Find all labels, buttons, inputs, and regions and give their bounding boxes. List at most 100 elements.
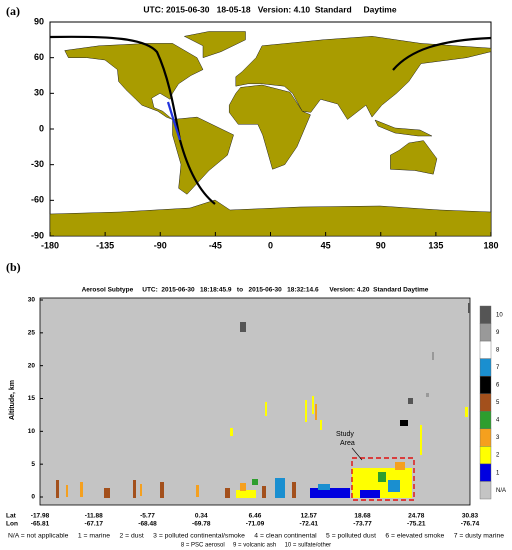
annotation-arrow — [351, 447, 363, 461]
colorbar-box — [479, 323, 492, 342]
x-tick-label: 45 — [321, 240, 331, 250]
lat-label: 6.46 — [249, 513, 262, 520]
aerosol-layer — [292, 482, 296, 498]
aerosol-layer — [262, 486, 266, 498]
orbit-track — [392, 36, 492, 71]
aerosol-layer — [315, 404, 317, 420]
aerosol-layer — [196, 485, 199, 497]
colorbar-label: 7 — [496, 365, 500, 371]
colorbar-box — [479, 393, 492, 412]
row-label: Lat — [6, 513, 17, 520]
aerosol-layer — [468, 303, 470, 313]
antarctica — [49, 199, 492, 237]
x-tick-label: 135 — [428, 240, 443, 250]
colorbar-box — [479, 340, 492, 359]
aerosol-layer — [378, 472, 386, 482]
colorbar-box — [479, 463, 492, 482]
greenland — [183, 31, 246, 59]
indonesia — [374, 119, 433, 137]
lon-label: -73.77 — [353, 521, 372, 528]
y-tick-label: 10 — [28, 428, 36, 435]
legend-line: N/A = not applicable 1 = marine 2 = dust… — [8, 534, 505, 540]
aerosol-layer — [305, 400, 307, 422]
x-tick-label: -135 — [96, 240, 114, 250]
aerosol-layer — [426, 393, 429, 397]
colorbar-label: 2 — [496, 453, 500, 459]
lon-label: -68.48 — [138, 521, 157, 528]
colorbar-box — [479, 358, 492, 377]
annotation: Area — [340, 440, 355, 447]
lon-label: -71.09 — [246, 521, 265, 528]
aerosol-layer — [265, 402, 267, 416]
panel-label: (a) — [6, 4, 20, 18]
lat-label: -5.77 — [140, 513, 155, 520]
aerosol-layer — [240, 483, 246, 491]
aerosol-layer — [104, 488, 110, 498]
colorbar-box — [479, 375, 492, 394]
lon-label: -76.74 — [461, 521, 480, 528]
lat-label: 24.78 — [408, 513, 425, 520]
lat-label: 12.57 — [301, 513, 318, 520]
colorbar-label: 5 — [496, 400, 500, 406]
aerosol-layer — [360, 490, 380, 498]
lon-label: -69.78 — [192, 521, 211, 528]
aerosol-layer — [408, 398, 413, 404]
colorbar-box — [479, 446, 492, 465]
eurasia — [235, 36, 492, 120]
colorbar-label: 10 — [496, 312, 503, 318]
y-tick-label: 20 — [28, 362, 36, 369]
lon-label: -67.17 — [85, 521, 104, 528]
aerosol-layer — [140, 484, 142, 496]
aerosol-layer — [225, 488, 230, 498]
x-tick-label: 180 — [483, 240, 498, 250]
aerosol-layer — [133, 480, 136, 498]
australia — [390, 140, 438, 175]
aerosol-layer — [312, 396, 314, 414]
north-america — [64, 43, 204, 120]
lat-label: 0.34 — [195, 513, 208, 520]
x-tick-label: 90 — [376, 240, 386, 250]
map-title: UTC: 2015-06-30 18-05-18 Version: 4.10 S… — [143, 4, 396, 14]
lat-label: -11.88 — [85, 513, 103, 520]
colorbar-label: 1 — [496, 470, 500, 476]
aerosol-layer — [388, 480, 400, 492]
panel-label: (b) — [6, 260, 21, 274]
y-tick-label: -60 — [31, 195, 44, 205]
curtain-title: Aerosol Subtype UTC: 2015-06-30 18:18:45… — [82, 287, 429, 294]
x-tick-label: -90 — [154, 240, 167, 250]
lon-label: -75.21 — [407, 521, 426, 528]
aerosol-layer — [465, 407, 468, 417]
aerosol-layer — [275, 478, 285, 498]
annotation: Study — [336, 431, 354, 438]
aerosol-features — [56, 303, 470, 498]
colorbar-box — [479, 481, 492, 500]
y-tick-label: 0 — [31, 494, 35, 501]
lon-label: -65.81 — [31, 521, 50, 528]
aerosol-layer — [252, 479, 258, 485]
y-tick-label: -30 — [31, 159, 44, 169]
x-tick-label: -180 — [41, 240, 59, 250]
map — [49, 21, 492, 237]
colorbar-box — [479, 305, 492, 324]
aerosol-layer — [80, 482, 83, 497]
colorbar-label: 9 — [496, 330, 500, 336]
colorbar-label: 3 — [496, 435, 500, 441]
aerosol-layer — [310, 488, 350, 498]
lon-label: -72.41 — [300, 521, 319, 528]
lat-label: 18.68 — [354, 513, 371, 520]
aerosol-layer — [395, 462, 405, 470]
colorbar-label: 6 — [496, 383, 500, 389]
colorbar-box — [479, 411, 492, 430]
aerosol-layer — [318, 484, 330, 490]
colorbar-box — [479, 428, 492, 447]
aerosol-layer — [420, 425, 422, 455]
aerosol-layer — [320, 420, 322, 430]
colorbar-label: 8 — [496, 347, 500, 353]
y-tick-label: 30 — [34, 88, 44, 98]
y-tick-label: -90 — [31, 230, 44, 240]
y-tick-label: 25 — [28, 330, 36, 337]
study-track — [166, 101, 182, 141]
y-axis-label: Altitude, km — [9, 380, 16, 420]
aerosol-layer — [230, 428, 233, 436]
